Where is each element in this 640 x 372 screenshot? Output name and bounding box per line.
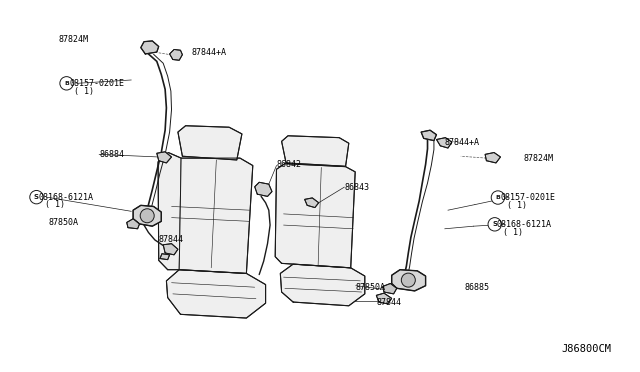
Polygon shape	[275, 164, 355, 268]
Polygon shape	[127, 219, 140, 229]
Text: 87850A: 87850A	[49, 218, 79, 227]
Text: 08168-6121A: 08168-6121A	[497, 220, 552, 229]
Text: 08157-0201E: 08157-0201E	[500, 193, 556, 202]
Circle shape	[488, 218, 501, 231]
Text: 86842: 86842	[276, 160, 301, 169]
Text: 87824M: 87824M	[524, 154, 554, 163]
Text: 87850A: 87850A	[356, 283, 386, 292]
Text: 87844: 87844	[159, 235, 184, 244]
Text: S: S	[34, 194, 39, 200]
Polygon shape	[166, 270, 266, 318]
Text: B: B	[495, 195, 500, 200]
Text: ( 1): ( 1)	[74, 87, 93, 96]
Text: 08168-6121A: 08168-6121A	[38, 193, 93, 202]
Polygon shape	[170, 49, 182, 60]
Polygon shape	[485, 153, 500, 163]
Text: S: S	[492, 221, 497, 227]
Polygon shape	[280, 264, 365, 306]
Circle shape	[492, 191, 504, 204]
Text: 87844+A: 87844+A	[192, 48, 227, 57]
Polygon shape	[436, 138, 452, 148]
Text: 87844: 87844	[376, 298, 401, 307]
Circle shape	[60, 77, 73, 90]
Polygon shape	[178, 126, 242, 160]
Text: 86885: 86885	[465, 283, 490, 292]
Text: 86843: 86843	[344, 183, 369, 192]
Circle shape	[140, 209, 154, 223]
Polygon shape	[421, 130, 436, 141]
Text: J86800CM: J86800CM	[561, 344, 611, 354]
Polygon shape	[376, 293, 392, 304]
Text: 87844+A: 87844+A	[445, 138, 480, 147]
Text: 08157-0201E: 08157-0201E	[69, 79, 124, 88]
Polygon shape	[255, 182, 272, 196]
Polygon shape	[282, 136, 349, 166]
Polygon shape	[305, 198, 319, 208]
Text: ( 1): ( 1)	[503, 228, 523, 237]
Polygon shape	[383, 283, 397, 294]
Circle shape	[30, 190, 43, 204]
Polygon shape	[141, 41, 159, 54]
Polygon shape	[157, 152, 172, 163]
Text: B: B	[64, 81, 69, 86]
Polygon shape	[392, 270, 426, 291]
Text: ( 1): ( 1)	[45, 201, 65, 209]
Polygon shape	[160, 254, 170, 260]
Polygon shape	[158, 153, 181, 270]
Polygon shape	[163, 244, 178, 255]
Text: 86884: 86884	[99, 150, 124, 159]
Circle shape	[401, 273, 415, 287]
Polygon shape	[179, 158, 253, 273]
Polygon shape	[133, 205, 161, 226]
Text: 87824M: 87824M	[58, 35, 88, 44]
Text: ( 1): ( 1)	[507, 201, 527, 210]
